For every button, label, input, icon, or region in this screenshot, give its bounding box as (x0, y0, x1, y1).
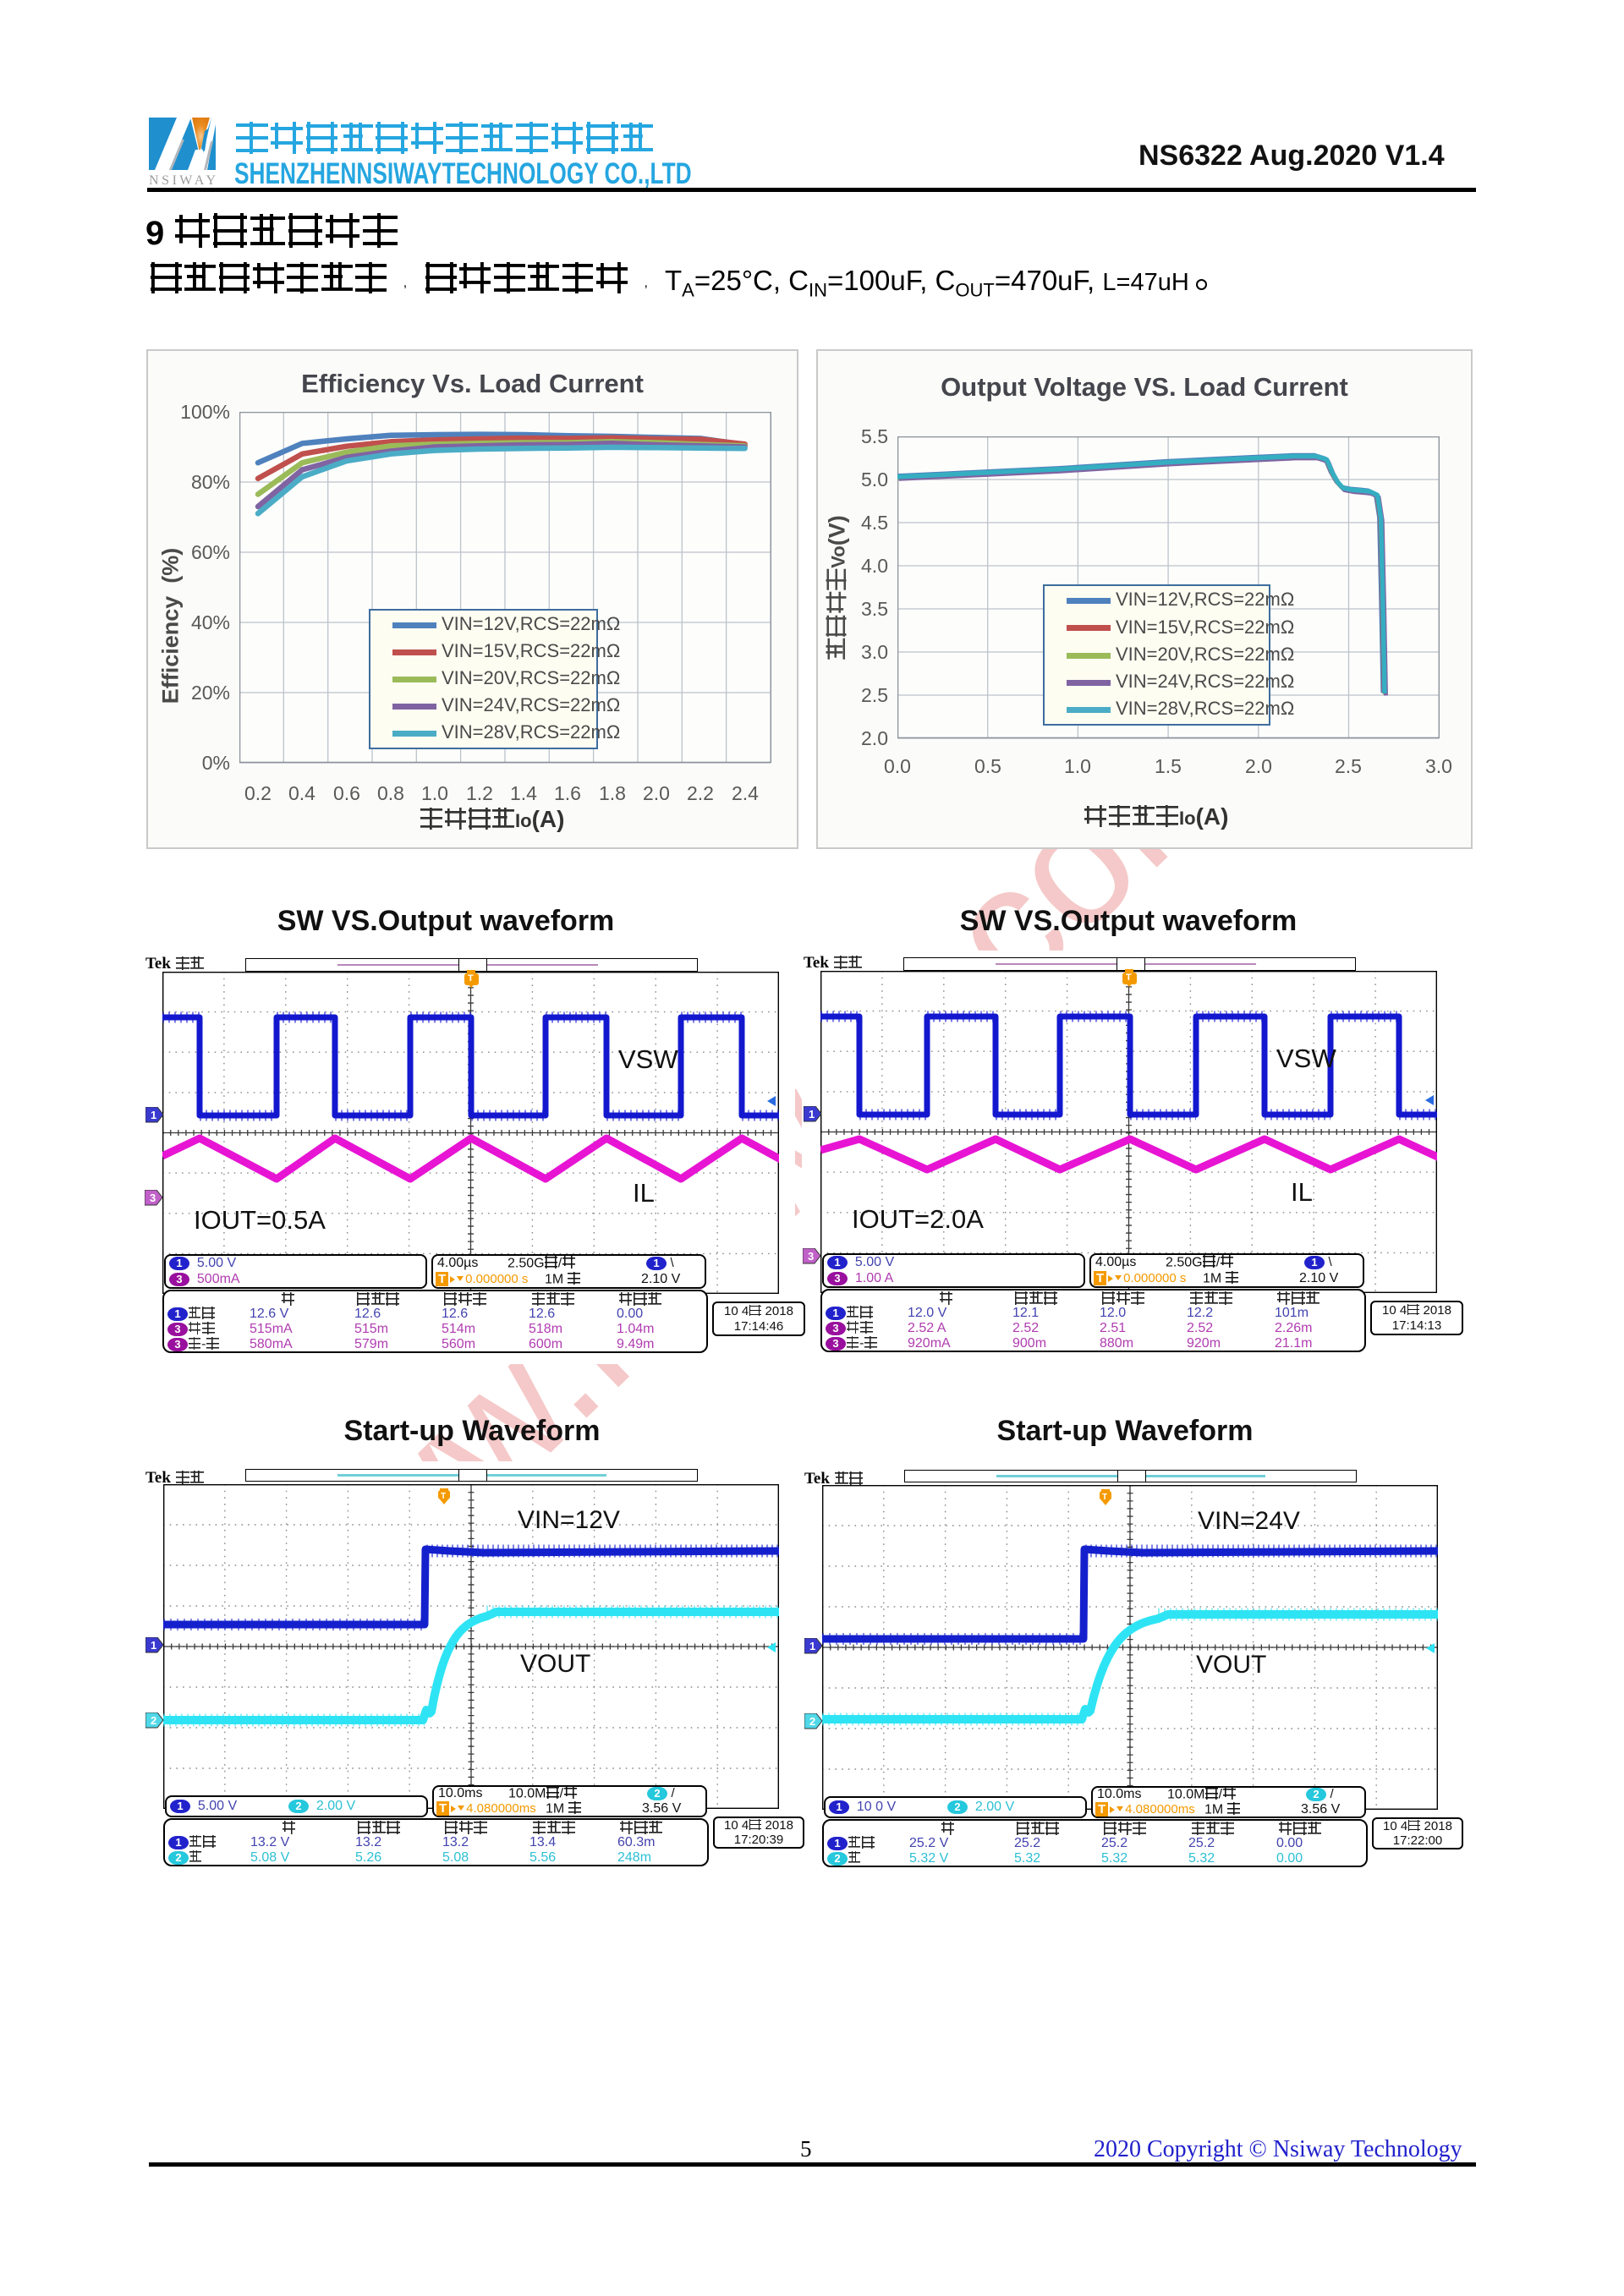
svg-text:T: T (468, 973, 474, 984)
svg-text:N S I W A Y: N S I W A Y (149, 173, 216, 187)
svg-text:3: 3 (808, 1250, 814, 1263)
svg-text:T: T (441, 1492, 446, 1501)
svg-text:1: 1 (809, 1640, 815, 1652)
svg-text:1: 1 (809, 1108, 815, 1121)
svg-text:2: 2 (809, 1715, 815, 1728)
svg-text:1: 1 (151, 1639, 156, 1652)
svg-text:2: 2 (151, 1714, 156, 1727)
svg-text:1: 1 (151, 1109, 156, 1121)
svg-text:T: T (1126, 973, 1132, 983)
svg-text:3: 3 (150, 1192, 156, 1204)
svg-text:T: T (1102, 1493, 1107, 1502)
